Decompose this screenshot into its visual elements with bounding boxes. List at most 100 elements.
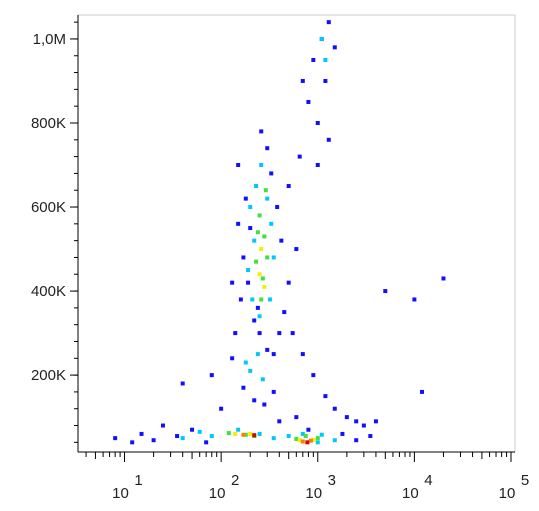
point-group <box>113 20 446 445</box>
x-tick-label: 10 <box>209 485 226 502</box>
point <box>306 427 311 432</box>
point <box>300 78 305 83</box>
point <box>265 347 270 352</box>
point-group <box>252 433 310 445</box>
point <box>368 434 373 439</box>
point <box>257 331 262 336</box>
x-tick-label: 10 <box>112 485 129 502</box>
y-tick-label: 200K <box>31 367 66 384</box>
point-group <box>226 188 320 441</box>
point <box>311 57 316 62</box>
point <box>319 36 324 41</box>
point <box>259 163 264 168</box>
point <box>259 247 264 252</box>
point-group <box>233 247 316 443</box>
point <box>260 377 265 382</box>
x-tick-exponent: 2 <box>231 472 239 489</box>
point <box>248 368 253 373</box>
point-group <box>241 432 313 444</box>
point <box>262 284 267 289</box>
x-tick-label: 10 <box>499 485 516 502</box>
point <box>243 360 248 365</box>
point <box>300 439 305 444</box>
point <box>319 432 324 437</box>
point <box>354 419 359 424</box>
point <box>308 438 313 443</box>
point <box>294 415 299 420</box>
point <box>361 423 366 428</box>
point <box>259 129 264 134</box>
point <box>262 402 267 407</box>
point <box>306 99 311 104</box>
point <box>271 389 276 394</box>
point <box>113 436 118 441</box>
point <box>252 433 257 438</box>
point <box>248 431 253 436</box>
point <box>236 427 241 432</box>
point <box>323 57 328 62</box>
point <box>297 438 302 443</box>
point <box>332 438 337 443</box>
point <box>151 438 156 443</box>
point <box>255 352 260 357</box>
point <box>250 297 255 302</box>
x-tick-exponent: 4 <box>424 472 432 489</box>
point <box>180 436 185 441</box>
y-tick-label: 400K <box>31 283 66 300</box>
point <box>294 436 299 441</box>
point <box>441 276 446 281</box>
point <box>279 238 284 243</box>
point <box>252 318 257 323</box>
point <box>300 352 305 357</box>
x-tick-exponent: 1 <box>134 472 142 489</box>
point <box>259 297 264 302</box>
point <box>257 272 262 277</box>
point <box>277 331 282 336</box>
plot-frame <box>77 14 516 453</box>
point <box>248 205 253 210</box>
point <box>246 280 251 285</box>
point <box>332 45 337 50</box>
point <box>252 238 257 243</box>
point <box>315 440 320 445</box>
point <box>254 184 259 189</box>
point <box>271 436 276 441</box>
point <box>130 440 135 445</box>
point <box>326 137 331 142</box>
point <box>420 389 425 394</box>
point <box>241 385 246 390</box>
point <box>294 247 299 252</box>
point <box>383 289 388 294</box>
point <box>252 398 257 403</box>
point <box>257 314 262 319</box>
point <box>326 20 331 25</box>
point <box>180 381 185 386</box>
point <box>230 280 235 285</box>
x-tick-label: 10 <box>402 485 419 502</box>
point <box>139 431 144 436</box>
point <box>373 419 378 424</box>
point <box>271 255 276 260</box>
point <box>209 373 214 378</box>
x-tick-exponent: 5 <box>521 472 529 489</box>
point <box>267 297 272 302</box>
point <box>255 305 260 310</box>
point <box>254 259 259 264</box>
point <box>269 171 274 176</box>
point <box>243 432 248 437</box>
point <box>315 436 320 441</box>
point <box>219 406 224 411</box>
point <box>332 406 337 411</box>
point <box>241 432 246 437</box>
point <box>265 255 270 260</box>
point <box>160 423 165 428</box>
point <box>260 276 265 281</box>
point <box>269 221 274 226</box>
point <box>340 431 345 436</box>
point <box>241 255 246 260</box>
point <box>243 196 248 201</box>
point <box>209 434 214 439</box>
point <box>257 213 262 218</box>
